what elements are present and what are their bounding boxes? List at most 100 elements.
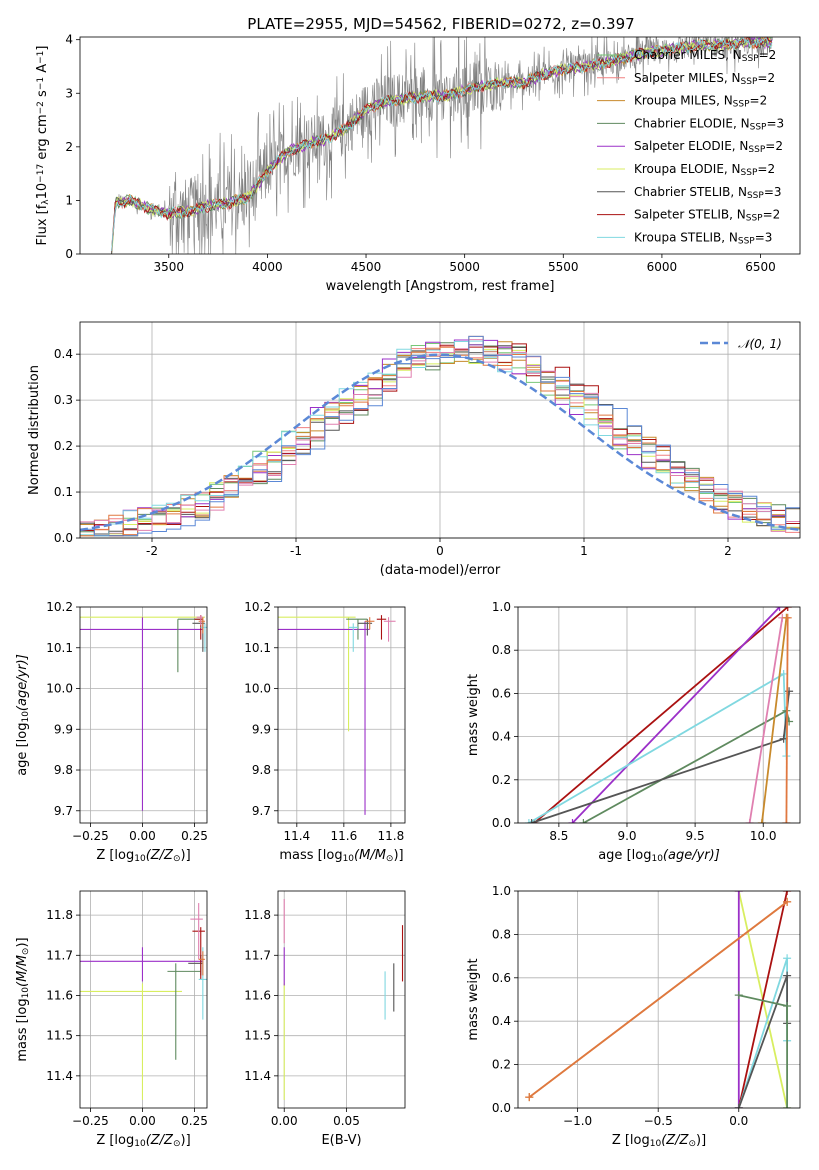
errorbar-point	[348, 623, 358, 652]
x-tick-label: 0.0	[729, 1114, 748, 1128]
weight-marker	[525, 1093, 534, 1102]
x-tick-label: 8.5	[549, 829, 568, 843]
y-tick-label: 0.3	[54, 393, 73, 407]
x-tick-label: 2	[724, 544, 732, 558]
x-tick-label: 0.00	[129, 829, 156, 843]
x-axis-label-part: Z [log	[96, 1133, 134, 1148]
weight-marker	[783, 897, 792, 906]
weight-marker	[579, 819, 588, 823]
y-tick-label: 0.4	[492, 730, 511, 744]
x-tick-label: 0.25	[181, 829, 208, 843]
y-tick-label: 0.8	[492, 927, 511, 941]
weight-marker	[757, 819, 766, 823]
errorbar-point	[167, 963, 201, 1060]
axes: −1.0 −0.5 0.0 0.0 0.2 0.4 0.6 0.8 1.0 Z [log10(Z/…	[466, 884, 801, 1149]
legend-n-prefix: , N	[721, 230, 738, 244]
weight-marker	[783, 891, 792, 895]
legend-entry: Chabrier MILES, NSSP=2	[634, 48, 776, 64]
x-tick-label: 0.05	[333, 1114, 360, 1128]
y-axis-label-part: (M/M	[15, 955, 30, 987]
histogram-step	[80, 335, 800, 538]
axes: 8.5 9.0 9.5 10.0 0.0 0.2 0.4 0.6 0.8 1.0 age [log1…	[466, 600, 801, 864]
figure-title: PLATE=2955, MJD=54562, FIBERID=0272, z=0…	[247, 15, 634, 33]
axes: 11.4 11.6 11.8 9.7 9.8 9.9 10.0 10.1 10.2 mass [l…	[244, 600, 406, 864]
weight-line	[761, 617, 788, 823]
weight-marker	[524, 819, 533, 823]
x-tick-label: 4000	[252, 260, 283, 274]
y-tick-label: 0.2	[492, 1058, 511, 1072]
x-axis-label-part: (Z/Z	[661, 1133, 689, 1148]
model-spectrum-line	[111, 37, 773, 254]
axes-frame	[517, 606, 801, 824]
legend-n: 2	[760, 94, 768, 108]
x-axis-label: mass [log10(M/M⊙)]	[279, 848, 403, 864]
legend-n: 2	[767, 71, 775, 85]
axes: -2 -1 0 1 2 0.0 0.1 0.2 0.3 0.4 (data-model)/error…	[27, 321, 801, 578]
y-axis-label-part: −2	[36, 101, 46, 114]
x-tick-label: -2	[146, 544, 158, 558]
x-tick-label: 0.25	[181, 1114, 208, 1128]
y-tick-label: 0.0	[492, 816, 511, 830]
x-tick-label: 0.00	[129, 1114, 156, 1128]
plot-area	[278, 615, 396, 815]
y-tick-label: 11.8	[244, 908, 271, 922]
weight-marker	[783, 971, 792, 980]
y-axis-label-part: (age/yr)]	[15, 654, 30, 711]
y-axis-label-part: s	[35, 90, 50, 101]
y-tick-label: 11.6	[46, 988, 73, 1002]
y-axis-label-part: A	[35, 64, 50, 77]
y-tick-label: 0.2	[54, 439, 73, 453]
weight-marker	[779, 669, 788, 678]
legend-entry: Kroupa MILES, NSSP=2	[634, 94, 767, 110]
weight-line	[748, 617, 784, 823]
y-tick-label: 11.5	[244, 1029, 271, 1043]
errorbar-point	[80, 947, 203, 982]
legend-eq: =	[765, 139, 775, 153]
legend-entry: Chabrier ELODIE, NSSP=3	[634, 116, 784, 132]
weight-line	[738, 994, 788, 1108]
normal-curve	[80, 353, 800, 532]
legend-sub: SSP	[746, 214, 763, 224]
y-tick-label: 11.6	[244, 988, 271, 1002]
errorbar-point	[200, 623, 207, 652]
weight-line	[528, 672, 788, 823]
legend-n-prefix: , N	[730, 185, 747, 199]
x-tick-label: 11.6	[330, 829, 357, 843]
legend-sub: SSP	[741, 168, 758, 178]
x-axis-label-part: )]	[393, 848, 403, 863]
axes-frame	[79, 606, 208, 824]
x-axis-label-part: age [log	[598, 848, 651, 863]
grid-lines	[278, 606, 405, 823]
y-tick-label: 11.8	[46, 908, 73, 922]
weight-marker	[783, 1002, 792, 1011]
legend-n: 2	[775, 139, 783, 153]
weight-series	[568, 607, 784, 823]
x-axis-label-part: ⊙	[173, 1139, 181, 1149]
x-tick-label: 10.0	[750, 829, 777, 843]
legend-name: Salpeter ELODIE	[634, 139, 732, 153]
weight-line	[571, 607, 781, 823]
legend-eq: =	[763, 208, 773, 222]
plot-area	[525, 891, 792, 1108]
y-tick-label: 11.4	[244, 1069, 271, 1083]
y-axis-label-part: age [log	[15, 723, 30, 776]
y-axis-label-part: mass [log	[15, 998, 30, 1061]
grid-lines	[518, 606, 800, 824]
weight-series	[579, 706, 794, 823]
axes: 3500 4000 4500 5000 5500 6000 650001234wavelen…	[35, 33, 801, 294]
axes-frame	[517, 890, 801, 1109]
weight-marker	[775, 607, 784, 611]
legend-eq: =	[764, 185, 774, 199]
weight-marker	[783, 613, 792, 622]
y-tick-label: 11.5	[46, 1029, 73, 1043]
legend-entry: Kroupa STELIB, NSSP=3	[634, 230, 772, 246]
y-tick-label: 1	[65, 193, 73, 207]
errorbar-point	[376, 615, 387, 640]
x-axis-label: (data-model)/error	[380, 563, 501, 578]
legend-entry: Salpeter ELODIE, NSSP=2	[634, 139, 783, 155]
x-axis-label-part: (age/yr)]	[663, 848, 720, 863]
weight-vs-metallicity-panel: −1.0 −0.5 0.0 0.0 0.2 0.4 0.6 0.8 1.0 Z [log10(Z/…	[466, 884, 801, 1149]
